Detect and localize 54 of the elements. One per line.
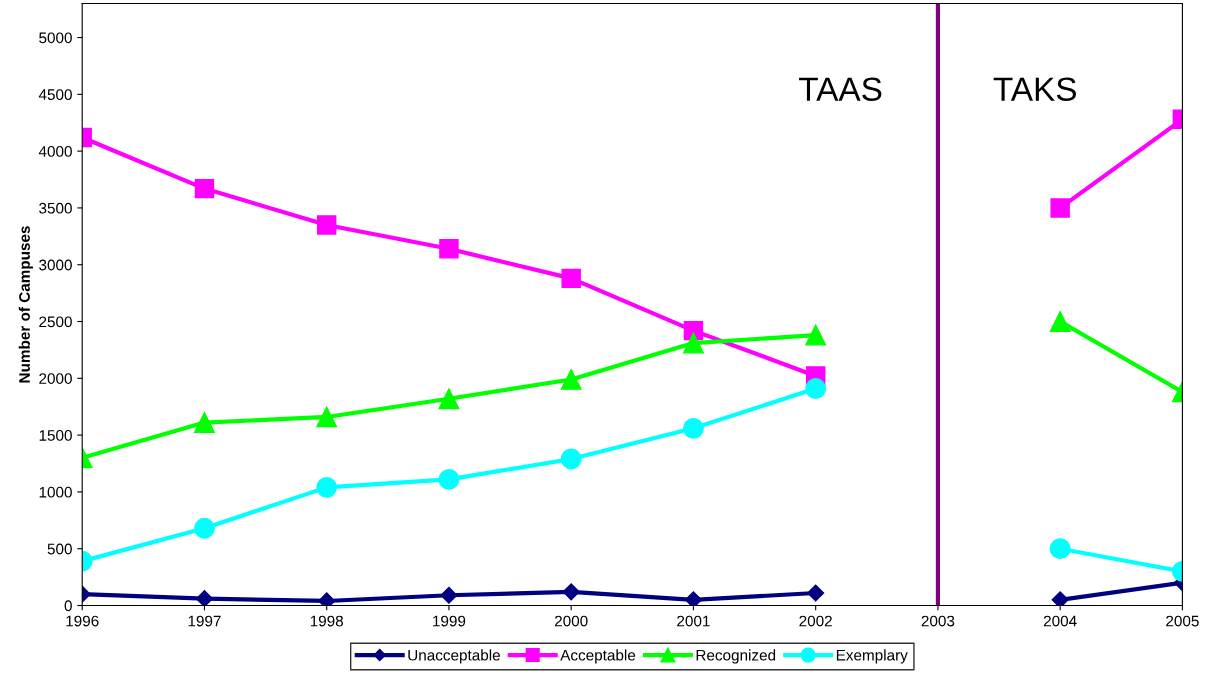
point <box>562 583 580 601</box>
point <box>194 178 215 199</box>
y-tick-label: 1500 <box>39 429 72 441</box>
point <box>438 388 460 410</box>
y-tick-label: 2500 <box>39 316 72 328</box>
y-tick-label: 3000 <box>39 259 72 271</box>
point <box>195 590 214 606</box>
point <box>1049 538 1071 560</box>
y-tick-label: 4000 <box>38 146 72 157</box>
y-tick-label: 0 <box>64 600 72 612</box>
x-tick-label: 2003 <box>921 615 955 627</box>
point <box>316 406 338 428</box>
point <box>684 591 702 606</box>
legend-label: Exemplary <box>836 649 908 664</box>
y-tick-label: 2000 <box>39 373 72 384</box>
point <box>318 592 336 606</box>
point <box>560 448 582 470</box>
point <box>1051 591 1069 606</box>
y-axis-title: Number of Campuses <box>18 226 33 383</box>
point <box>807 584 825 602</box>
x-tick-label: 2002 <box>799 615 832 627</box>
point <box>438 468 460 490</box>
y-tick-label: 5000 <box>39 32 72 44</box>
point <box>561 268 581 289</box>
point <box>560 369 582 390</box>
point <box>440 586 458 604</box>
x-tick-label: 1999 <box>433 615 466 627</box>
y-tick-label: 1000 <box>39 486 72 498</box>
x-tick-label: 2004 <box>1043 615 1077 627</box>
point <box>439 239 459 259</box>
legend-label: Acceptable <box>560 649 636 664</box>
point <box>1049 311 1071 332</box>
x-tick-label: 2005 <box>1166 615 1199 627</box>
point <box>683 332 704 354</box>
point <box>316 476 338 498</box>
point <box>683 417 704 439</box>
point <box>194 412 215 434</box>
annotation: TAAS <box>799 77 882 102</box>
x-tick-label: 2000 <box>554 615 588 627</box>
point <box>805 378 827 399</box>
x-tick-label: 1997 <box>188 615 221 627</box>
point <box>1050 198 1070 218</box>
x-tick-label: 2001 <box>677 615 710 627</box>
y-tick-label: 3500 <box>39 202 72 214</box>
x-tick-label: 1996 <box>66 615 99 627</box>
point <box>316 215 337 235</box>
y-tick-label: 4500 <box>38 89 72 101</box>
point <box>194 517 215 539</box>
x-tick-label: 1998 <box>310 615 344 627</box>
legend-label: Unacceptable <box>408 649 500 664</box>
point <box>805 324 827 346</box>
legend-label: Recognized <box>696 649 776 664</box>
annotation: TAKS <box>993 77 1076 102</box>
y-tick-label: 500 <box>47 543 72 555</box>
